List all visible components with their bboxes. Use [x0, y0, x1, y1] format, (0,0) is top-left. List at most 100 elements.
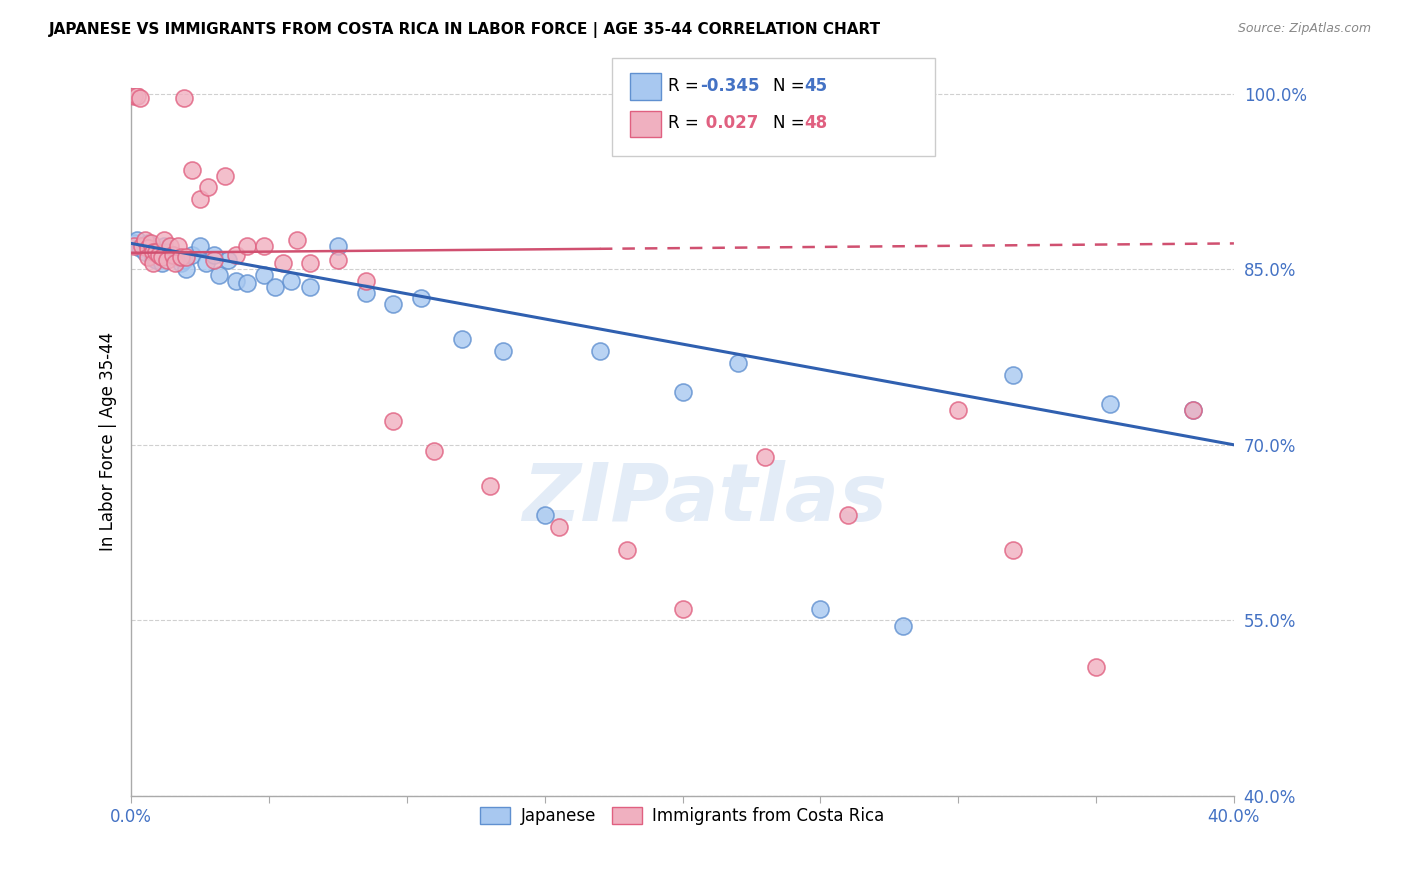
Point	[671, 601, 693, 615]
Point	[280, 274, 302, 288]
Point	[156, 244, 179, 259]
Point	[180, 162, 202, 177]
Text: Source: ZipAtlas.com: Source: ZipAtlas.com	[1237, 22, 1371, 36]
Point	[354, 274, 377, 288]
Legend: Japanese, Immigrants from Costa Rica: Japanese, Immigrants from Costa Rica	[472, 799, 893, 834]
Point	[202, 248, 225, 262]
Point	[159, 239, 181, 253]
Point	[1098, 397, 1121, 411]
Point	[1002, 368, 1025, 382]
Point	[1181, 402, 1204, 417]
Point	[167, 239, 190, 253]
Point	[271, 256, 294, 270]
Point	[122, 239, 145, 253]
Point	[492, 344, 515, 359]
Point	[142, 256, 165, 270]
Point	[354, 285, 377, 300]
Point	[299, 279, 322, 293]
Point	[263, 279, 285, 293]
Point	[131, 239, 153, 253]
Point	[139, 241, 162, 255]
Point	[139, 236, 162, 251]
Point	[382, 297, 405, 311]
Text: R =: R =	[668, 77, 704, 95]
Text: 0.027: 0.027	[700, 114, 759, 132]
Text: 48: 48	[804, 114, 827, 132]
Point	[810, 601, 832, 615]
Point	[136, 236, 159, 251]
Point	[299, 256, 322, 270]
Point	[176, 251, 198, 265]
Point	[128, 91, 150, 105]
Point	[236, 239, 259, 253]
Point	[382, 414, 405, 428]
Point	[252, 239, 274, 253]
Point	[173, 252, 195, 267]
Point	[122, 236, 145, 251]
Point	[252, 268, 274, 282]
Point	[1002, 543, 1025, 558]
Point	[891, 619, 914, 633]
Point	[948, 402, 970, 417]
Point	[409, 292, 432, 306]
Point	[136, 251, 159, 265]
Point	[326, 252, 349, 267]
Point	[134, 233, 156, 247]
Text: -0.345: -0.345	[700, 77, 759, 95]
Point	[150, 251, 173, 265]
Point	[156, 252, 179, 267]
Point	[125, 233, 148, 247]
Point	[1085, 660, 1108, 674]
Point	[153, 233, 176, 247]
Point	[122, 88, 145, 103]
Text: ZIPatlas: ZIPatlas	[522, 459, 887, 538]
Point	[134, 244, 156, 259]
Point	[194, 256, 217, 270]
Point	[145, 244, 167, 259]
Y-axis label: In Labor Force | Age 35-44: In Labor Force | Age 35-44	[100, 333, 117, 551]
Point	[197, 180, 219, 194]
Point	[188, 192, 211, 206]
Point	[671, 385, 693, 400]
Point	[142, 251, 165, 265]
Text: JAPANESE VS IMMIGRANTS FROM COSTA RICA IN LABOR FORCE | AGE 35-44 CORRELATION CH: JAPANESE VS IMMIGRANTS FROM COSTA RICA I…	[49, 22, 882, 38]
Point	[162, 248, 184, 262]
Point	[165, 251, 187, 265]
Point	[225, 274, 247, 288]
Point	[145, 252, 167, 267]
Point	[131, 239, 153, 253]
Point	[150, 256, 173, 270]
Text: R =: R =	[668, 114, 704, 132]
Text: N =: N =	[773, 114, 810, 132]
Point	[236, 277, 259, 291]
Text: 45: 45	[804, 77, 827, 95]
Point	[180, 248, 202, 262]
Point	[285, 233, 308, 247]
Point	[451, 333, 474, 347]
Point	[1181, 402, 1204, 417]
Point	[214, 169, 236, 183]
Point	[148, 248, 170, 262]
Point	[162, 248, 184, 262]
Text: N =: N =	[773, 77, 810, 95]
Point	[148, 248, 170, 262]
Point	[165, 256, 187, 270]
Point	[202, 252, 225, 267]
Point	[170, 256, 193, 270]
Point	[170, 251, 193, 265]
Point	[125, 88, 148, 103]
Point	[616, 543, 638, 558]
Point	[423, 443, 446, 458]
Point	[188, 239, 211, 253]
Point	[478, 479, 501, 493]
Point	[142, 244, 165, 259]
Point	[173, 91, 195, 105]
Point	[589, 344, 612, 359]
Point	[208, 268, 231, 282]
Point	[754, 450, 776, 464]
Point	[837, 508, 859, 522]
Point	[217, 252, 239, 267]
Point	[727, 356, 749, 370]
Point	[128, 241, 150, 255]
Point	[225, 248, 247, 262]
